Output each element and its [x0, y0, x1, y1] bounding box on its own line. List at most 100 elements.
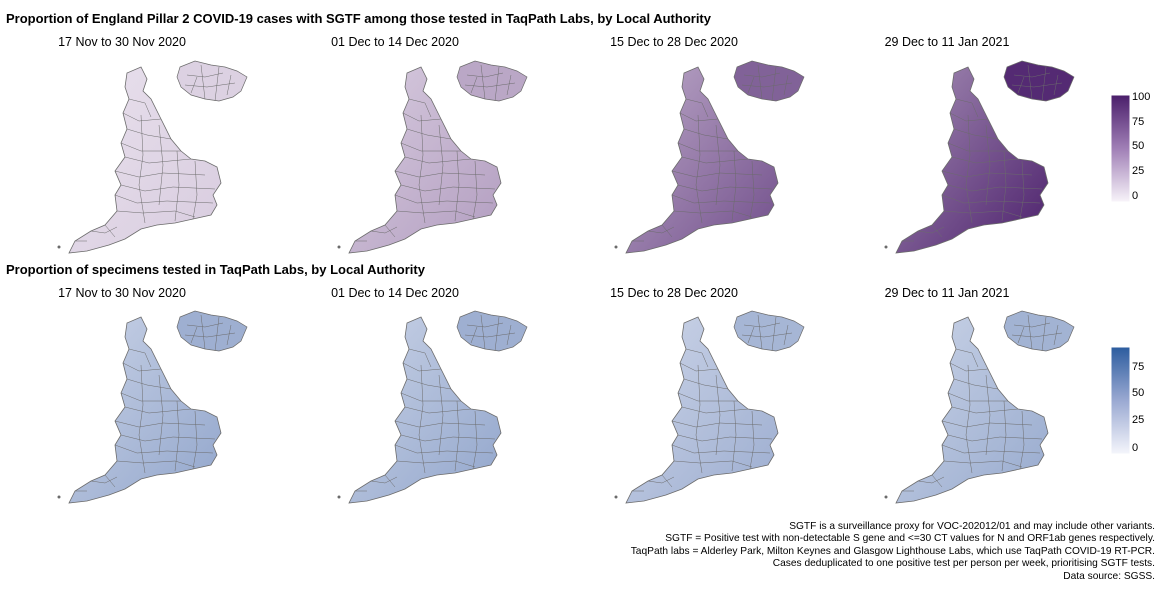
local-authority-boundary — [114, 194, 214, 204]
london-inset — [1003, 60, 1075, 102]
local-authority-boundary — [438, 124, 444, 206]
local-authority-boundary — [715, 374, 721, 456]
local-authority-boundary — [931, 224, 943, 238]
sgtf-map-1 — [57, 60, 248, 254]
local-authority-boundary — [126, 128, 172, 140]
isles-of-scilly-marker — [57, 245, 61, 249]
local-authority-boundary — [394, 194, 494, 204]
london-inset — [176, 60, 248, 102]
local-authority-boundary — [90, 476, 118, 484]
local-authority-boundary — [454, 400, 460, 472]
local-authority-boundary — [394, 170, 486, 178]
local-authority-boundary — [943, 210, 1023, 218]
local-authority-boundary — [677, 184, 773, 192]
local-authority-boundary — [671, 420, 763, 428]
isles-of-scilly-marker — [614, 495, 618, 499]
london-inset — [733, 60, 805, 102]
local-authority-boundary — [124, 406, 192, 414]
local-authority-boundary — [120, 184, 216, 192]
london-borough-boundary — [747, 76, 755, 94]
sgtf-panel-title-1: 17 Nov to 30 Nov 2020 — [58, 35, 186, 49]
local-authority-boundary — [404, 406, 472, 414]
local-authority-boundary — [394, 444, 494, 454]
taqpath-map-1 — [57, 310, 248, 504]
london-borough-boundary — [771, 316, 777, 352]
london-borough-boundary — [506, 324, 512, 346]
local-authority-boundary — [715, 124, 721, 206]
london-borough-boundary — [1017, 76, 1025, 94]
london-borough-boundary — [757, 314, 763, 350]
local-authority-boundary — [681, 156, 749, 164]
local-authority-boundary — [671, 444, 771, 454]
local-authority-boundary — [955, 98, 979, 118]
local-authority-boundary — [749, 160, 755, 220]
sgtf-panel-title-4: 29 Dec to 11 Jan 2021 — [884, 35, 1010, 49]
footnote-3: TaqPath labs = Alderley Park, Milton Key… — [630, 545, 1155, 557]
london-inset — [176, 310, 248, 352]
local-authority-boundary — [679, 112, 719, 122]
london-borough-boundary — [506, 74, 512, 96]
local-authority-boundary — [472, 160, 478, 220]
local-authority-boundary — [677, 434, 773, 442]
taqpath-legend-tick-0: 0 — [1132, 442, 1139, 454]
local-authority-boundary — [120, 392, 181, 402]
london-borough-boundary — [494, 66, 500, 102]
london-borough-boundary — [494, 316, 500, 352]
local-authority-boundary — [955, 348, 979, 368]
local-authority-boundary — [400, 142, 461, 152]
local-authority-boundary — [158, 124, 164, 206]
local-authority-boundary — [192, 160, 198, 220]
local-authority-boundary — [673, 210, 753, 218]
london-borough-boundary — [190, 326, 198, 344]
london-borough-boundary — [747, 326, 755, 344]
london-borough-boundary — [1017, 326, 1025, 344]
local-authority-boundary — [681, 406, 749, 414]
local-authority-boundary — [122, 362, 162, 372]
sgtf-panel-title-3: 15 Dec to 28 Dec 2020 — [610, 35, 738, 49]
london-borough-boundary — [783, 324, 789, 346]
london-borough-boundary — [480, 314, 486, 350]
local-authority-boundary — [370, 226, 398, 234]
local-authority-boundary — [647, 226, 675, 234]
sgtf-panel-title-2: 01 Dec to 14 Dec 2020 — [331, 35, 459, 49]
local-authority-boundary — [370, 476, 398, 484]
local-authority-boundary — [953, 378, 999, 390]
london-inset — [456, 60, 528, 102]
london-borough-boundary — [186, 72, 224, 78]
local-authority-boundary — [695, 114, 703, 224]
isles-of-scilly-marker — [884, 245, 888, 249]
london-borough-boundary — [470, 326, 478, 344]
footnote-5: Data source: SGSS. — [1063, 570, 1155, 582]
local-authority-boundary — [192, 410, 198, 470]
local-authority-boundary — [949, 112, 989, 122]
local-authority-boundary — [647, 476, 675, 484]
taqpath-section-title: Proportion of specimens tested in TaqPat… — [6, 262, 425, 277]
local-authority-boundary — [731, 400, 737, 472]
local-authority-boundary — [941, 170, 1033, 178]
local-authority-boundary — [951, 406, 1019, 414]
footnote-2: SGTF = Positive test with non-detectable… — [665, 533, 1155, 545]
footnotes: SGTF is a surveillance proxy for VOC-202… — [631, 521, 1155, 583]
local-authority-boundary — [949, 362, 989, 372]
taqpath-map-3 — [614, 310, 805, 504]
local-authority-boundary — [418, 114, 426, 224]
local-authority-boundary — [683, 128, 729, 140]
local-authority-boundary — [138, 364, 146, 474]
london-borough-boundary — [214, 66, 220, 102]
london-borough-boundary — [743, 72, 781, 78]
local-authority-boundary — [941, 420, 1033, 428]
london-borough-boundary — [186, 322, 224, 328]
local-authority-boundary — [114, 420, 206, 428]
local-authority-boundary — [174, 150, 180, 222]
local-authority-boundary — [158, 374, 164, 456]
london-borough-boundary — [1013, 72, 1051, 78]
london-borough-boundary — [1013, 322, 1051, 328]
london-borough-boundary — [190, 76, 198, 94]
taqpath-legend-tick-75: 75 — [1132, 361, 1145, 373]
local-authority-boundary — [671, 194, 771, 204]
local-authority-boundary — [685, 348, 709, 368]
local-authority-boundary — [941, 444, 1041, 454]
local-authority-boundary — [947, 392, 1008, 402]
local-authority-boundary — [661, 224, 673, 238]
taqpath-legend-colorbar — [1111, 347, 1130, 454]
